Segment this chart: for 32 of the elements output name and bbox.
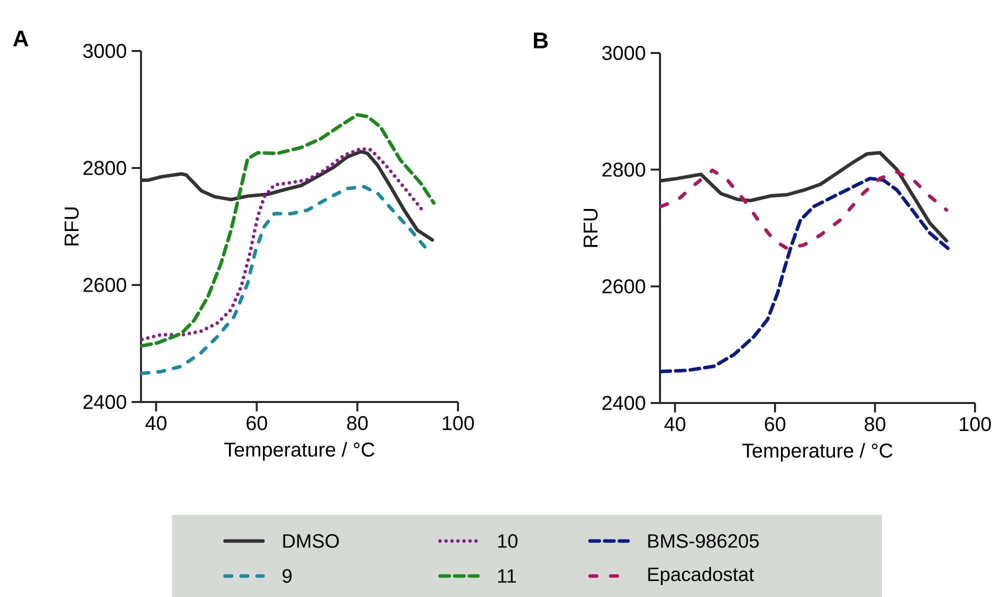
legend-label: 9 xyxy=(282,569,292,583)
legend-label: DMSO xyxy=(283,534,339,548)
legend-label: 10 xyxy=(498,534,518,548)
x-tick-label: 60 xyxy=(764,417,786,432)
y-tick-label: 2600 xyxy=(602,279,646,294)
y-axis-title: RFU xyxy=(64,207,79,246)
y-tick-label: 2800 xyxy=(83,160,126,176)
line-series xyxy=(140,146,426,342)
x-tick-label: 60 xyxy=(246,416,268,430)
x-axis-title: Temperature / °C xyxy=(224,442,374,461)
legend-label: Epacadostat xyxy=(648,566,754,586)
line-series xyxy=(140,113,436,348)
y-tick-label: 2800 xyxy=(602,162,646,177)
y-tick-label: 2400 xyxy=(602,396,646,410)
line-series xyxy=(659,168,948,250)
x-tick-label: 100 xyxy=(442,416,474,430)
x-tick-label: 40 xyxy=(664,417,686,432)
y-tick-label: 3000 xyxy=(602,46,646,60)
x-axis-title: Temperature / °C xyxy=(742,443,892,462)
y-tick-label: 2600 xyxy=(83,278,126,292)
legend-label: BMS-986205 xyxy=(648,534,759,548)
y-tick-label: 2400 xyxy=(83,394,126,410)
text: B xyxy=(534,32,548,48)
line-series xyxy=(140,184,430,376)
legend-label: 11 xyxy=(498,569,516,583)
x-tick-label: 80 xyxy=(347,416,368,430)
x-tick-label: 80 xyxy=(864,417,886,432)
x-tick-label: 40 xyxy=(145,416,166,430)
y-tick-label: 3000 xyxy=(83,44,126,58)
y-axis-title: RFU xyxy=(584,208,598,247)
text: A xyxy=(13,30,28,46)
x-tick-label: 100 xyxy=(960,417,991,432)
